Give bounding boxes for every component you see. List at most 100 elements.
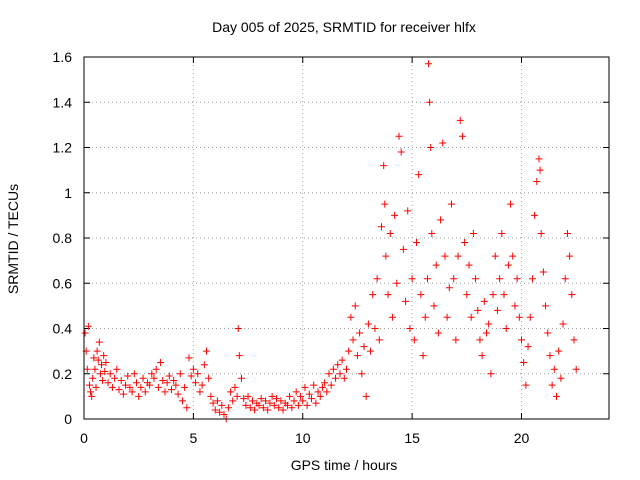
data-point	[378, 223, 385, 231]
data-point	[203, 347, 210, 355]
data-point	[137, 383, 145, 391]
data-point	[347, 313, 355, 321]
data-point	[507, 200, 515, 208]
data-point	[92, 383, 100, 391]
data-point	[303, 401, 311, 409]
data-point	[384, 291, 392, 299]
data-point	[242, 401, 250, 409]
data-point	[413, 239, 420, 247]
data-point	[410, 336, 418, 344]
x-axis-label: GPS time / hours	[291, 457, 398, 473]
chart-title: Day 005 of 2025, SRMTID for receiver hlf…	[212, 19, 476, 35]
data-point	[113, 365, 121, 373]
data-point	[367, 347, 375, 355]
data-point	[496, 275, 504, 283]
data-point	[229, 397, 237, 405]
data-point	[340, 374, 348, 382]
data-point	[491, 252, 499, 260]
data-point	[128, 388, 136, 396]
data-point	[111, 374, 119, 382]
data-point	[381, 200, 389, 208]
data-point	[437, 216, 445, 224]
data-point	[555, 347, 563, 355]
data-point	[146, 381, 154, 389]
data-point	[548, 381, 556, 389]
data-point	[439, 139, 447, 147]
data-point	[170, 377, 178, 385]
data-point	[119, 390, 127, 398]
data-point	[268, 392, 276, 400]
x-tick-label: 5	[189, 430, 197, 446]
data-point	[205, 374, 213, 382]
data-point	[87, 388, 95, 396]
data-point	[117, 377, 125, 385]
data-point	[557, 374, 565, 382]
data-point	[364, 320, 372, 328]
x-tick-label: 0	[80, 430, 88, 446]
plot-frame	[83, 56, 610, 420]
data-point	[544, 329, 552, 337]
data-point	[386, 229, 394, 237]
data-point	[458, 132, 466, 140]
axis-ticks: 0 0.2 0.4 0.6 0.8 1 1.2 1.4 1.6 0 5 10 15 20	[53, 49, 609, 446]
data-point	[373, 275, 381, 283]
data-point	[485, 320, 493, 328]
data-point	[336, 370, 344, 378]
data-point	[130, 370, 138, 378]
data-point	[106, 370, 114, 378]
data-point	[461, 239, 469, 247]
data-point	[198, 381, 206, 389]
data-point	[81, 329, 89, 337]
y-tick-label: 1.2	[53, 140, 73, 156]
data-point	[273, 395, 280, 403]
data-point	[426, 98, 434, 106]
data-point	[402, 297, 410, 305]
data-point	[288, 404, 296, 412]
data-point	[345, 347, 353, 355]
data-point	[406, 325, 414, 332]
data-point	[343, 365, 350, 373]
data-point	[399, 245, 407, 253]
data-point	[251, 406, 259, 414]
data-point	[316, 392, 324, 400]
data-point	[478, 352, 486, 360]
data-point	[157, 358, 165, 366]
data-point	[305, 390, 313, 398]
data-point	[454, 252, 462, 260]
data-point	[231, 383, 239, 391]
y-tick-label: 1.6	[53, 49, 73, 65]
data-point	[90, 354, 98, 362]
data-point	[100, 352, 108, 360]
data-point	[393, 279, 401, 287]
data-point	[550, 365, 558, 373]
data-point	[375, 336, 383, 344]
data-point	[480, 297, 488, 305]
data-point	[176, 370, 184, 378]
data-point	[568, 291, 576, 299]
data-point	[85, 381, 93, 389]
data-point	[174, 390, 182, 398]
data-point	[207, 392, 215, 400]
data-point	[450, 275, 458, 283]
data-point	[329, 365, 337, 373]
data-point	[152, 365, 160, 373]
data-point	[275, 404, 283, 412]
data-point	[93, 347, 101, 355]
data-point	[270, 401, 278, 409]
data-point	[535, 155, 543, 163]
data-point	[257, 395, 265, 403]
data-point	[325, 370, 333, 378]
data-point	[181, 383, 189, 391]
data-point	[445, 284, 453, 292]
data-point	[283, 401, 291, 409]
data-point	[233, 392, 241, 400]
data-point	[234, 325, 242, 332]
data-point	[441, 252, 449, 260]
data-point	[533, 177, 541, 185]
data-point	[224, 404, 232, 412]
data-point	[423, 275, 431, 283]
data-point	[102, 358, 110, 366]
y-axis-label: SRMTID / TECUs	[5, 184, 21, 294]
